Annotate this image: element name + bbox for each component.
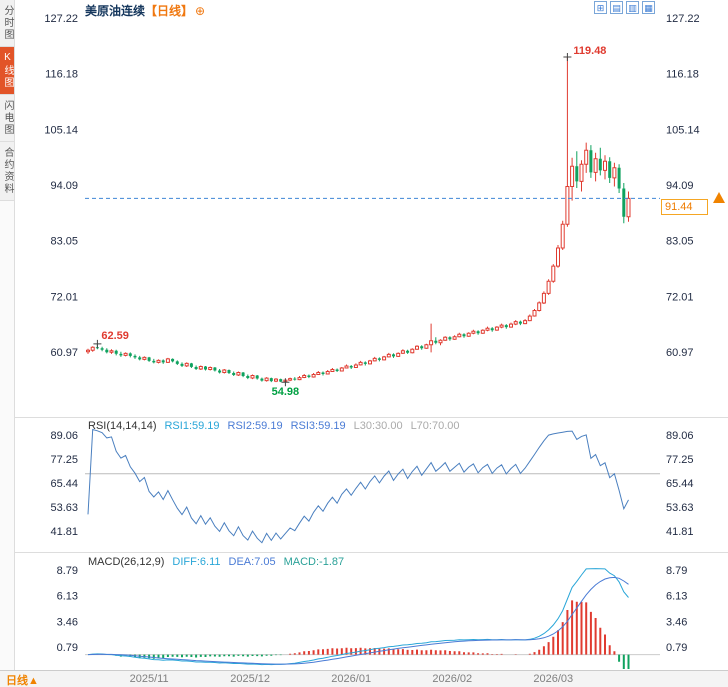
last-price-tag: 91.44 <box>661 199 708 215</box>
list-view-icon[interactable]: ▥ <box>626 1 639 14</box>
price-arrow-marker <box>713 192 725 203</box>
axis-tick-label: 77.25 <box>50 454 78 466</box>
axis-tick-label: 94.09 <box>666 180 694 192</box>
chart-settings-icon[interactable]: ⊕ <box>195 4 206 18</box>
axis-tick-label: 116.18 <box>45 69 78 81</box>
axis-tick-label: 0.79 <box>57 642 78 654</box>
grid-view-icon[interactable]: ▦ <box>642 1 655 14</box>
rsi-l70-value: L70:70.00 <box>410 420 460 432</box>
macd-params-label: MACD(26,12,9) <box>88 556 165 568</box>
axis-tick-label: 65.44 <box>666 478 694 490</box>
macd-dea-line <box>87 576 629 665</box>
x-axis-label: 2026/02 <box>432 673 473 685</box>
rsi1-value: RSI1:59.19 <box>164 420 220 432</box>
rsi2-value: RSI2:59.19 <box>227 420 283 432</box>
period-selector-label: 日线 <box>6 675 28 687</box>
axis-tick-label: 41.81 <box>50 526 78 538</box>
axis-tick-label: 3.46 <box>57 616 78 628</box>
chevron-up-icon: ▲ <box>28 675 39 687</box>
chart-header: 美原油连续【日线】 ⊕ <box>85 2 205 19</box>
axis-tick-label: 65.44 <box>50 478 78 490</box>
panel-layout-icon[interactable]: ▤ <box>610 1 623 14</box>
axis-tick-label: 54.98 <box>272 386 300 398</box>
sidebar: 分时图 K线图 闪电图 合约资料 <box>0 0 15 670</box>
down-candle-bodies <box>95 150 626 382</box>
rsi-line <box>87 428 629 544</box>
top-toolbar: ⊞ ▤ ▥ ▦ <box>594 1 655 14</box>
axis-tick-label: 41.81 <box>666 526 694 538</box>
axis-tick-label: 105.14 <box>44 124 78 136</box>
axis-tick-label: 83.05 <box>50 236 78 248</box>
axis-tick-label: 77.25 <box>666 454 694 466</box>
new-window-icon[interactable]: ⊞ <box>594 1 607 14</box>
macd-hist-value: MACD:-1.87 <box>283 556 345 568</box>
x-axis-label: 2026/03 <box>533 673 574 685</box>
x-axis-label: 2025/11 <box>129 673 169 685</box>
sidebar-tab-lightning-chart[interactable]: 闪电图 <box>0 95 14 142</box>
axis-tick-label: 8.79 <box>666 565 687 577</box>
instrument-title: 美原油连续 <box>85 4 146 18</box>
rsi-indicator-header: RSI(14,14,14) RSI1:59.19 RSI2:59.19 RSI3:59… <box>88 420 468 432</box>
axis-tick-label: 72.01 <box>50 291 78 303</box>
chart-plot-area[interactable]: 119.48 62.59 54.98 127.22 127.22 116.18 116.18… <box>0 0 728 670</box>
sidebar-tab-time-chart[interactable]: 分时图 <box>0 0 14 47</box>
axis-tick-label: 62.59 <box>101 330 129 342</box>
axis-tick-label: 89.06 <box>50 430 78 442</box>
period-selector[interactable]: 日线▲ <box>6 672 39 687</box>
extreme-marker <box>281 378 290 387</box>
axis-tick-label: 6.13 <box>666 591 687 603</box>
axis-tick-label: 53.63 <box>50 502 78 514</box>
x-axis-label: 2026/01 <box>331 673 372 685</box>
extreme-marker <box>563 53 572 62</box>
macd-indicator-header: MACD(26,12,9) DIFF:6.11 DEA:7.05 MACD:-1.87 <box>88 556 352 568</box>
macd-histogram-negative <box>110 654 630 669</box>
axis-tick-label: 127.22 <box>666 13 700 25</box>
axis-tick-label: 60.97 <box>666 347 694 359</box>
sidebar-tab-contract-info[interactable]: 合约资料 <box>0 142 14 201</box>
sidebar-tab-kline-chart[interactable]: K线图 <box>0 47 14 95</box>
axis-tick-label: 119.48 <box>573 45 606 57</box>
axis-tick-label: 83.05 <box>666 236 694 248</box>
x-axis-label: 2025/12 <box>230 673 271 685</box>
macd-diff-value: DIFF:6.11 <box>172 556 221 568</box>
axis-tick-label: 105.14 <box>666 124 700 136</box>
axis-tick-label: 6.13 <box>57 591 78 603</box>
axis-tick-label: 116.18 <box>666 69 699 81</box>
up-candle-wicks <box>87 57 629 383</box>
axis-tick-label: 94.09 <box>50 180 78 192</box>
rsi3-value: RSI3:59.19 <box>290 420 346 432</box>
extreme-marker <box>93 339 102 348</box>
axis-tick-label: 72.01 <box>666 291 694 303</box>
bottom-bar: 日线▲ 2025/11 2025/12 2026/01 2026/02 2026/03 <box>0 670 728 687</box>
up-candle-bodies <box>86 149 631 383</box>
axis-tick-label: 127.22 <box>44 13 78 25</box>
rsi-l30-value: L30:30.00 <box>353 420 403 432</box>
macd-diff-line <box>87 568 629 666</box>
axis-tick-label: 89.06 <box>666 430 694 442</box>
axis-tick-label: 0.79 <box>666 642 687 654</box>
axis-tick-label: 53.63 <box>666 502 694 514</box>
rsi-params-label: RSI(14,14,14) <box>88 420 157 432</box>
axis-tick-label: 8.79 <box>57 565 78 577</box>
axis-tick-label: 3.46 <box>666 616 687 628</box>
down-candle-wicks <box>96 145 625 383</box>
macd-histogram-positive <box>91 600 616 655</box>
macd-dea-value: DEA:7.05 <box>228 556 276 568</box>
period-tag: 【日线】 <box>145 4 194 18</box>
axis-tick-label: 60.97 <box>50 347 78 359</box>
